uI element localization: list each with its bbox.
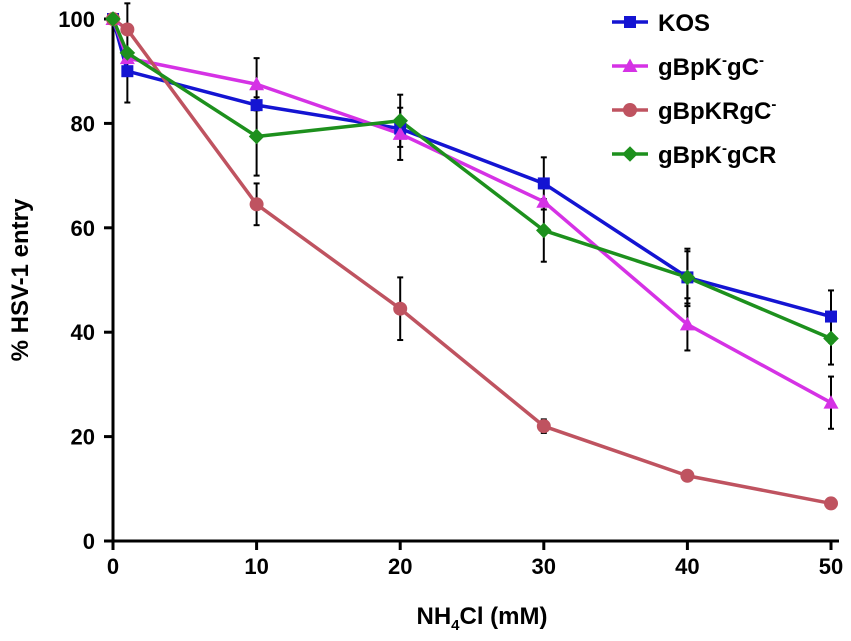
series-line-2 bbox=[111, 17, 832, 506]
data-point-series-3 bbox=[536, 222, 552, 239]
legend-swatch-marker-0 bbox=[624, 16, 636, 28]
data-point-series-1 bbox=[392, 126, 408, 140]
legend-label-part: - bbox=[722, 52, 727, 69]
y-tick-label: 60 bbox=[71, 216, 95, 241]
axes: 0 20 40 60 80 100 0 10 20 30 40 50 NH4Cl (mM) % HSV-1… bbox=[7, 7, 843, 634]
legend-label-part: - bbox=[771, 96, 776, 113]
x-tick-label: 50 bbox=[819, 554, 843, 579]
data-point-series-3 bbox=[392, 112, 408, 129]
legend-label-part: gBpKRgC bbox=[658, 98, 771, 125]
y-tick-label: 40 bbox=[71, 320, 95, 345]
legend-label-part: - bbox=[722, 140, 727, 157]
data-point-series-3 bbox=[119, 45, 136, 61]
legend-label-part: KOS bbox=[658, 10, 710, 37]
data-point-series-1 bbox=[536, 194, 552, 208]
data-point-series-2 bbox=[680, 468, 695, 483]
x-axis-title-suffix: Cl (mM) bbox=[460, 603, 548, 630]
x-tick-label: 10 bbox=[244, 554, 268, 579]
data-point-series-3 bbox=[105, 11, 121, 27]
y-tick-label: 0 bbox=[83, 529, 95, 554]
y-tick-label: 100 bbox=[58, 7, 95, 32]
legend-label-part: gBpK bbox=[658, 54, 723, 81]
legend-label-part: gC bbox=[727, 54, 759, 81]
x-tick-label: 40 bbox=[675, 554, 699, 579]
data-point-series-1 bbox=[679, 316, 695, 331]
x-tick-label: 0 bbox=[107, 554, 119, 579]
series-markers bbox=[105, 11, 839, 511]
data-point-series-1 bbox=[249, 76, 265, 91]
x-tick-label: 20 bbox=[388, 554, 412, 579]
data-point-series-3 bbox=[679, 269, 696, 286]
series-lines bbox=[111, 17, 832, 506]
data-point-series-2 bbox=[393, 301, 408, 316]
data-point-series-2 bbox=[249, 197, 264, 212]
y-axis-title: % HSV-1 entry bbox=[7, 198, 34, 361]
data-point-series-2 bbox=[536, 419, 551, 434]
legend-label-part: - bbox=[759, 52, 764, 69]
legend-label-2: gBpKRgC- bbox=[658, 96, 776, 125]
legend-label-1: gBpK-gC- bbox=[658, 52, 764, 81]
data-point-series-3 bbox=[823, 330, 839, 347]
y-tick-label: 80 bbox=[71, 111, 95, 136]
legend-swatch-marker-1 bbox=[622, 58, 638, 72]
data-point-series-2 bbox=[120, 22, 135, 37]
legend-label-0: KOS bbox=[658, 10, 710, 37]
data-point-series-2 bbox=[824, 496, 838, 511]
series-line-1 bbox=[111, 18, 832, 405]
legend-label-part: gBpK bbox=[658, 142, 723, 169]
x-tick-label: 30 bbox=[532, 554, 556, 579]
data-point-series-1 bbox=[823, 395, 839, 409]
x-axis-title: NH4Cl (mM) bbox=[417, 603, 548, 634]
data-point-series-0 bbox=[825, 310, 837, 323]
data-point-series-3 bbox=[248, 128, 265, 145]
x-axis-title-prefix: NH bbox=[417, 603, 452, 630]
legend-label-part: gCR bbox=[727, 142, 776, 169]
legend-swatch-marker-3 bbox=[622, 146, 638, 162]
y-tick-label: 20 bbox=[71, 425, 95, 450]
legend-label-3: gBpK-gCR bbox=[658, 140, 776, 169]
data-point-series-0 bbox=[250, 99, 263, 112]
x-axis-title-subscript: 4 bbox=[451, 617, 460, 634]
legend-swatch-marker-2 bbox=[623, 103, 637, 117]
data-point-series-0 bbox=[121, 65, 134, 78]
data-point-series-0 bbox=[537, 177, 550, 190]
